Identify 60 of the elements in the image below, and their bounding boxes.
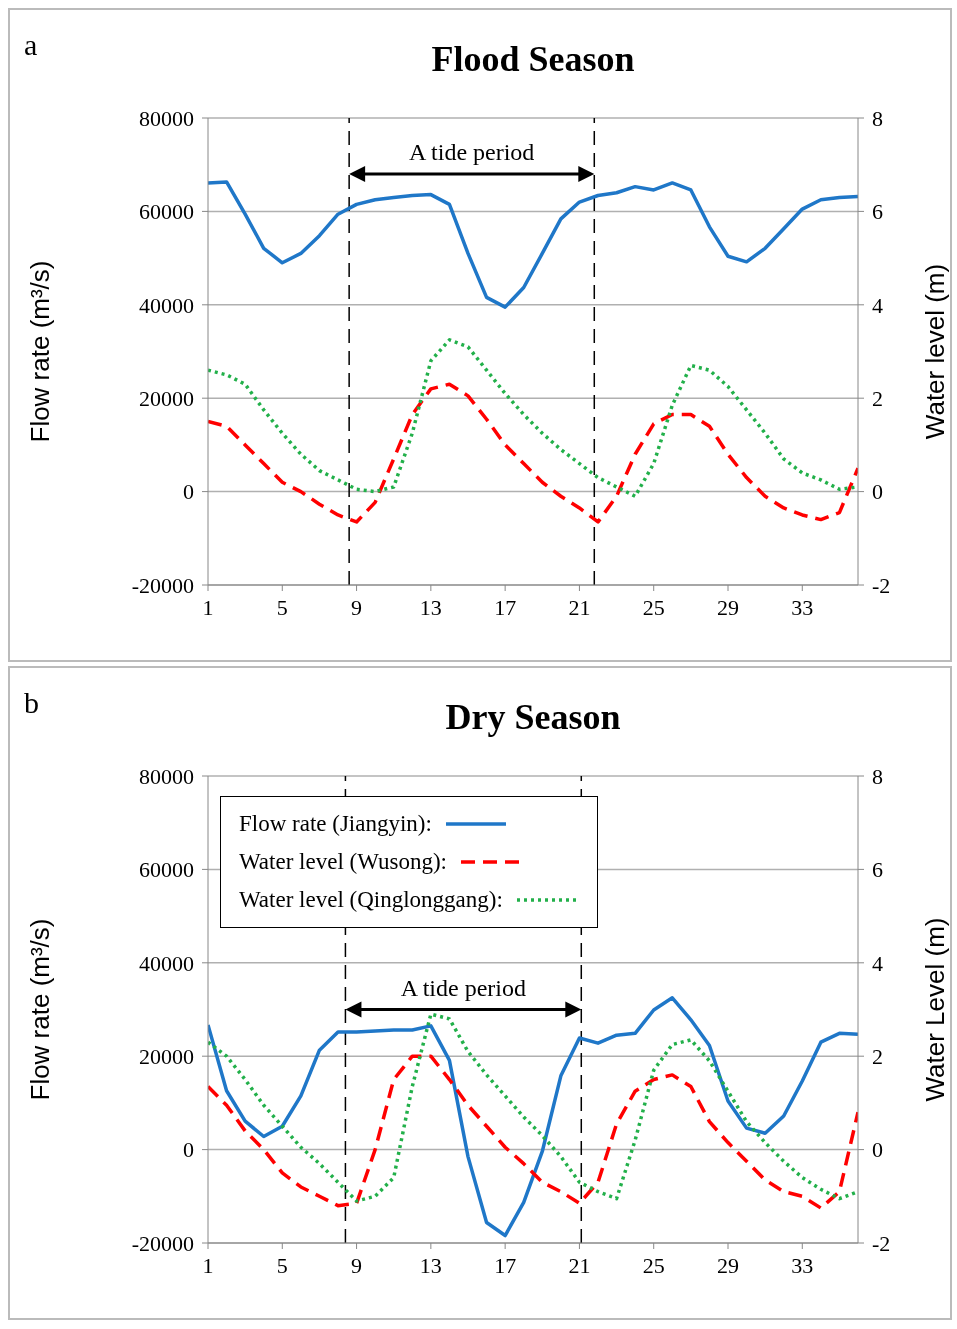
x-tick-label: 13	[419, 1252, 442, 1278]
text: b	[24, 686, 39, 720]
y-tick-label: 80000	[139, 763, 194, 789]
line-series	[208, 382, 858, 524]
chart-title: Dry Season	[444, 696, 622, 738]
y-tick-label: 40000	[139, 292, 194, 318]
y2-tick-label: 0	[872, 1137, 883, 1163]
y2-tick-label: 0	[872, 479, 883, 505]
y-tick-label: 40000	[139, 950, 194, 976]
y-tick-label: -20000	[131, 1230, 194, 1256]
x-tick-label: 9	[351, 1252, 363, 1278]
annotation: A tide period	[400, 974, 527, 1001]
y2-tick-label: 8	[872, 763, 883, 789]
annotation: A tide period	[409, 139, 535, 166]
y-axis-title: Flow rate (m³/s)	[25, 260, 56, 443]
y-axis-title: Flow rate (m³/s)	[25, 918, 56, 1101]
x-tick-label: 17	[494, 1252, 517, 1278]
legend-label: Water level (Qinglonggang):	[239, 887, 503, 913]
y2-tick-label: 4	[872, 292, 883, 318]
x-tick-label: 29	[717, 1252, 739, 1278]
x-tick-label: 1	[202, 594, 214, 620]
y2-tick-label: 6	[872, 199, 883, 225]
y2-tick-label: -2	[872, 1230, 891, 1256]
x-tick-label: 9	[351, 594, 363, 620]
x-tick-label: 25	[642, 1252, 665, 1278]
x-tick-label: 13	[419, 594, 442, 620]
y-tick-label: 60000	[139, 199, 194, 225]
line-series	[208, 1054, 858, 1210]
legend-label: Water level (Wusong):	[239, 849, 447, 875]
x-tick-label: 5	[276, 1252, 288, 1278]
line-series	[208, 180, 858, 309]
y-tick-label: -20000	[131, 572, 194, 598]
x-tick-label: 33	[791, 594, 814, 620]
chart-title: Flood Season	[430, 38, 636, 80]
y2-tick-label: -2	[872, 572, 891, 598]
x-tick-label: 5	[276, 594, 288, 620]
y2-tick-label: 6	[872, 857, 883, 883]
x-tick-label: 29	[717, 594, 739, 620]
y-tick-label: 80000	[139, 105, 194, 131]
y-tick-label: 20000	[139, 386, 194, 412]
y2-axis-title: Water Level (m)	[920, 917, 951, 1102]
line-series	[208, 338, 858, 499]
y2-axis-title: Water level (m)	[920, 263, 951, 440]
text: a	[24, 28, 38, 62]
y2-tick-label: 8	[872, 105, 883, 131]
y2-tick-label: 4	[872, 950, 883, 976]
x-tick-label: 17	[494, 594, 517, 620]
x-tick-label: 1	[202, 1252, 214, 1278]
y2-tick-label: 2	[872, 386, 883, 412]
x-tick-label: 25	[642, 594, 665, 620]
x-tick-label: 33	[791, 1252, 814, 1278]
y-tick-label: 0	[183, 1137, 194, 1163]
line-series	[208, 1012, 858, 1203]
y-tick-label: 20000	[139, 1044, 194, 1070]
x-tick-label: 21	[568, 594, 591, 620]
x-tick-label: 21	[568, 1252, 591, 1278]
y2-tick-label: 2	[872, 1044, 883, 1070]
legend-label: Flow rate (Jiangyin):	[239, 811, 432, 837]
y-tick-label: 0	[183, 479, 194, 505]
y-tick-label: 60000	[139, 857, 194, 883]
